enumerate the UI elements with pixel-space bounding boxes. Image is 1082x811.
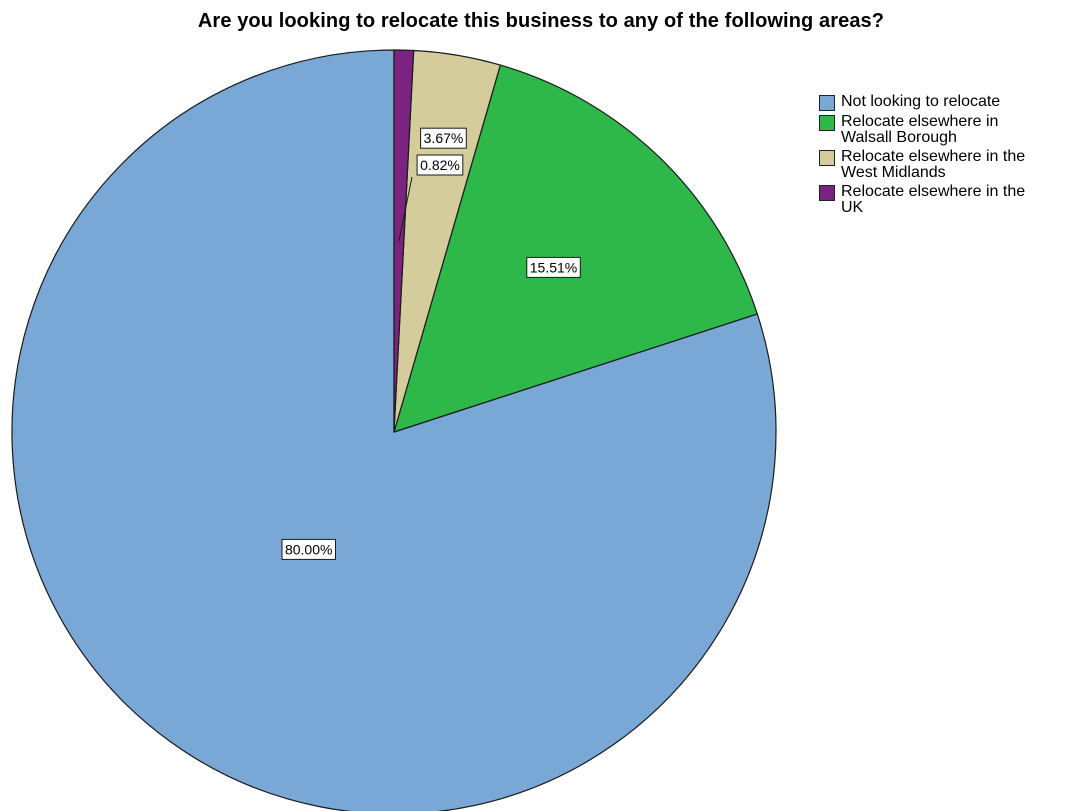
legend-label-west-midlands: Relocate elsewhere in the West Midlands <box>841 148 1026 181</box>
legend-item-west-midlands: Relocate elsewhere in the West Midlands <box>819 147 1079 181</box>
data-label-text-not-looking: 80.00% <box>285 541 332 557</box>
data-label-walsall-borough: 15.51% <box>526 256 581 278</box>
legend: Not looking to relocate Relocate elsewhe… <box>819 92 1079 217</box>
data-label-uk: 0.82% <box>416 154 464 176</box>
legend-item-not-looking: Not looking to relocate <box>819 92 1079 111</box>
data-label-text-walsall-borough: 15.51% <box>530 259 577 275</box>
legend-swatch-uk <box>819 185 835 201</box>
pie-slice-uk <box>393 49 415 433</box>
legend-label-walsall-borough: Relocate elsewhere in Walsall Borough <box>841 113 999 146</box>
data-label-not-looking: 80.00% <box>281 538 336 560</box>
data-label-box-not-looking <box>281 538 336 560</box>
legend-item-uk: Relocate elsewhere in the UK <box>819 182 1079 216</box>
legend-swatch-not-looking <box>819 95 835 111</box>
data-label-box-west-midlands <box>420 127 467 149</box>
pie-slices <box>11 49 777 811</box>
data-label-text-west-midlands: 3.67% <box>424 130 464 146</box>
legend-item-walsall-borough: Relocate elsewhere in Walsall Borough <box>819 112 1079 146</box>
leader-line-uk <box>398 176 413 242</box>
legend-swatch-west-midlands <box>819 150 835 166</box>
legend-label-not-looking: Not looking to relocate <box>841 93 1001 110</box>
chart-title: Are you looking to relocate this busines… <box>197 10 885 32</box>
data-label-text-uk: 0.82% <box>420 157 460 173</box>
legend-swatch-walsall-borough <box>819 115 835 131</box>
pie-data-labels: 80.00% 15.51% 3.67% 0.82% <box>281 127 581 560</box>
data-label-west-midlands: 3.67% <box>420 127 467 149</box>
data-label-box-walsall-borough <box>526 256 581 278</box>
data-label-box-uk <box>416 154 464 176</box>
legend-label-uk: Relocate elsewhere in the UK <box>841 183 1026 216</box>
pie-slice-walsall-borough <box>393 64 758 433</box>
